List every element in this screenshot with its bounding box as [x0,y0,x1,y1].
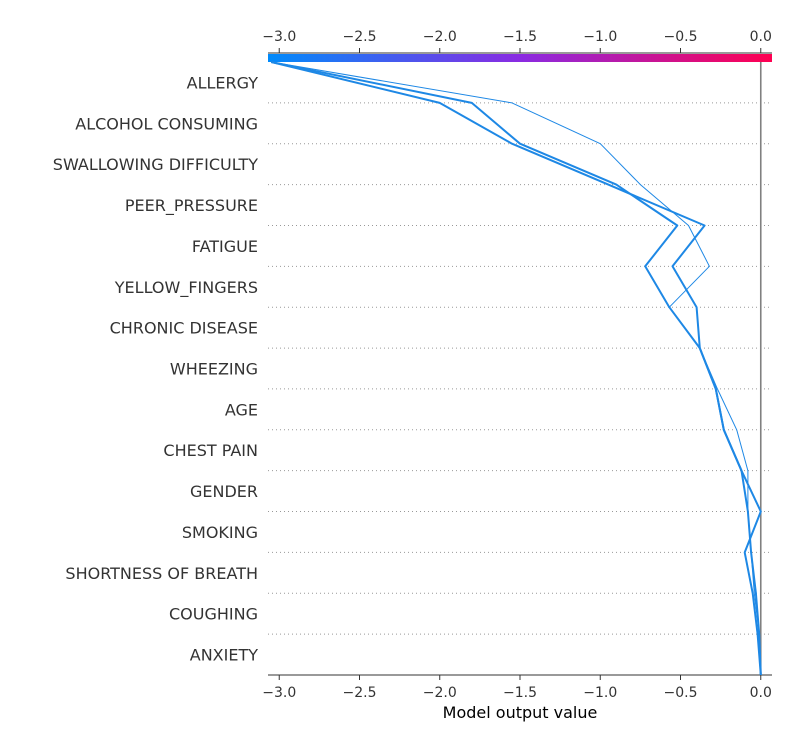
feature-label: SMOKING [182,523,258,542]
x-tick-label-top: −2.0 [423,29,457,45]
decision-paths [270,61,762,676]
feature-label: AGE [225,400,258,419]
x-tick-label-bottom: 0.0 [750,685,772,701]
top-axis: −3.0 −2.5 −2.0 −1.5 −1.0 −0.5 0.0 [262,29,772,54]
feature-label: YELLOW_FINGERS [114,278,258,298]
decision-path [271,61,762,676]
x-tick-label-top: −0.5 [664,29,698,45]
x-tick-label-bottom: −3.0 [262,685,296,701]
x-tick-label-bottom: −0.5 [664,685,698,701]
feature-labels: ALLERGY ALCOHOL CONSUMING SWALLOWING DIFFI… [53,73,258,664]
x-tick-label-bottom: −2.5 [342,685,376,701]
x-tick-label-top: −1.5 [503,29,537,45]
feature-label: SHORTNESS OF BREATH [65,564,258,583]
x-tick-label-top: −2.5 [342,29,376,45]
feature-label: FATIGUE [192,237,258,256]
feature-label: CHRONIC DISEASE [110,319,258,338]
feature-label: COUGHING [169,605,258,624]
feature-label: GENDER [190,482,258,501]
x-tick-label-top: 0.0 [750,29,772,45]
feature-label: ALLERGY [187,73,259,92]
feature-label: ALCOHOL CONSUMING [75,114,258,133]
x-tick-label-top: −3.0 [262,29,296,45]
feature-label: ANXIETY [190,646,258,665]
gridlines [268,102,772,635]
colorbar [268,54,772,62]
bottom-axis: −3.0 −2.5 −2.0 −1.5 −1.0 −0.5 0.0 [262,674,772,701]
decision-path [270,61,762,676]
x-axis-label: Model output value [443,703,598,722]
x-tick-label-bottom: −1.5 [503,685,537,701]
feature-label: WHEEZING [170,360,258,379]
decision-path [271,61,762,676]
x-tick-label-bottom: −2.0 [423,685,457,701]
feature-label: SWALLOWING DIFFICULTY [53,155,258,174]
feature-label: CHEST PAIN [163,441,258,460]
x-tick-label-top: −1.0 [583,29,617,45]
x-tick-label-bottom: −1.0 [583,685,617,701]
feature-label: PEER_PRESSURE [125,196,258,216]
